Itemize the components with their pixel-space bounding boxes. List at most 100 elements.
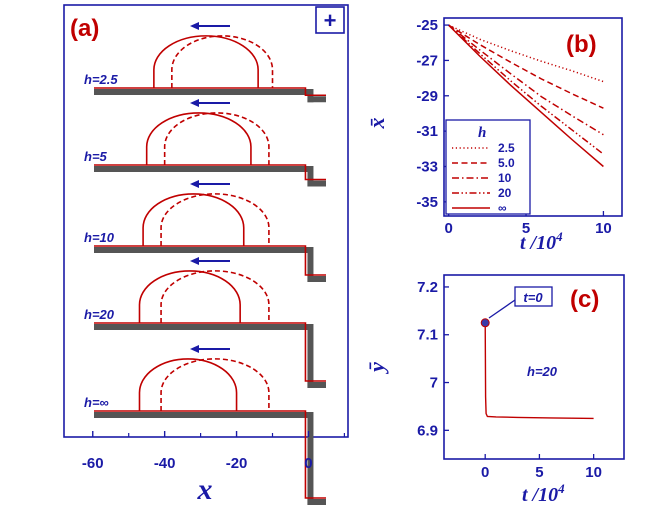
y-tick-label: -29 xyxy=(416,88,438,105)
legend-entry: 10 xyxy=(498,171,512,185)
h-label: h=10 xyxy=(84,230,115,245)
direction-arrow-head xyxy=(190,22,199,30)
x-tick-label: 0 xyxy=(481,464,489,481)
legend-entry: 5.0 xyxy=(498,156,515,170)
droplet-current-solid xyxy=(145,112,252,165)
h20-annotation: h=20 xyxy=(527,364,558,379)
y-tick-label: 7.1 xyxy=(417,327,438,344)
direction-arrow-head xyxy=(190,345,199,353)
substrate-upper xyxy=(94,324,309,330)
panel-c: (c) 0 5 10 6.9 7 7.1 7.2 t=0 h=20 ȳ t /104 xyxy=(364,274,625,506)
start-point-marker xyxy=(480,318,490,328)
panel-b-x-label: t /104 xyxy=(520,229,563,254)
y-tick-label: -27 xyxy=(416,52,438,69)
series-line xyxy=(484,322,594,420)
droplet-current-solid xyxy=(142,193,245,246)
x-tick-label: 5 xyxy=(522,220,530,237)
panel-c-label: (c) xyxy=(570,286,599,313)
h-label: h=20 xyxy=(84,307,115,322)
legend-title: h xyxy=(478,125,486,141)
panel-a-x-label: x xyxy=(197,473,213,506)
series-line xyxy=(448,24,604,83)
substrate-wall xyxy=(307,412,314,505)
panel-a-frame xyxy=(63,4,349,438)
panel-c-frame xyxy=(443,274,625,460)
droplet-profile: h=10 xyxy=(84,180,326,282)
substrate-lower xyxy=(307,382,326,388)
substrate-lower xyxy=(307,96,326,103)
panel-b-y-label: x̄ xyxy=(364,118,389,130)
direction-arrow-head xyxy=(190,99,199,107)
series-line xyxy=(448,24,604,168)
x-tick-label: 0 xyxy=(304,455,312,472)
legend-entry: ∞ xyxy=(498,201,507,215)
film-line xyxy=(94,410,326,499)
y-tick-label: -31 xyxy=(416,123,438,140)
droplet-profile: h=2.5 xyxy=(84,22,326,103)
y-tick-label: -33 xyxy=(416,159,438,176)
droplet-current-solid xyxy=(138,358,238,411)
y-tick-label: 7.2 xyxy=(417,279,438,296)
h-label: h=2.5 xyxy=(84,72,118,87)
plus-icon-box xyxy=(315,6,345,34)
profiles-group: h=2.5 h=5 h=10 h=20 h=∞ xyxy=(84,22,326,505)
series-line xyxy=(448,24,604,109)
panel-a-label: (a) xyxy=(70,15,99,42)
x-tick-label: 5 xyxy=(535,464,543,481)
plus-icon: + xyxy=(324,8,337,33)
substrate-upper xyxy=(94,89,309,95)
y-tick-label: -25 xyxy=(416,17,438,34)
t0-annotation-box xyxy=(514,286,553,307)
film-line xyxy=(94,87,326,97)
droplet-current-solid xyxy=(138,270,241,323)
panel-b: (b) 0 5 10 -25 -27 -29 -31 -33 -35 x̄ t /104 h 2… xyxy=(364,17,623,254)
panel-b-ticks: 0 5 10 -25 -27 -29 -31 -33 -35 xyxy=(416,17,611,237)
film-line xyxy=(94,164,326,181)
droplet-initial-dashed xyxy=(171,35,274,88)
h-label: h=∞ xyxy=(84,395,109,410)
t0-annotation: t=0 xyxy=(523,290,543,305)
x-tick-label: -60 xyxy=(82,455,104,472)
film-line xyxy=(94,322,326,382)
substrate-wall xyxy=(307,324,314,388)
direction-arrow-head xyxy=(190,257,199,265)
x-tick-label: 10 xyxy=(585,464,602,481)
x-tick-label: 0 xyxy=(444,220,452,237)
panel-a: (a) + h=2.5 h=5 h=10 h=20 h=∞ -60 -40 -20 0 x xyxy=(63,4,349,506)
direction-arrow-head xyxy=(190,180,199,188)
substrate-wall xyxy=(307,247,314,282)
substrate-upper xyxy=(94,247,309,253)
legend-entry: 2.5 xyxy=(498,141,515,155)
droplet-profile: h=∞ xyxy=(84,345,326,505)
panel-c-series xyxy=(480,318,594,420)
droplet-profile: h=5 xyxy=(84,99,326,187)
y-tick-label: -35 xyxy=(416,194,438,211)
substrate-wall xyxy=(307,166,314,187)
series-line xyxy=(448,24,604,136)
panel-c-y-label: ȳ xyxy=(364,362,389,375)
droplet-initial-dashed xyxy=(160,193,270,246)
panel-a-x-ticks: -60 -40 -20 0 xyxy=(82,431,346,472)
droplet-initial-dashed xyxy=(160,270,270,323)
substrate-lower xyxy=(307,180,326,187)
substrate-lower xyxy=(307,499,326,505)
droplet-profile: h=20 xyxy=(84,257,326,388)
y-tick-label: 6.9 xyxy=(417,422,438,439)
panel-b-label: (b) xyxy=(566,31,597,58)
x-tick-label: 10 xyxy=(595,220,612,237)
film-line xyxy=(94,245,326,276)
t0-annotation-arrow xyxy=(488,299,516,319)
panel-c-x-label: t /104 xyxy=(522,481,565,506)
h-label: h=5 xyxy=(84,149,108,164)
panel-b-frame xyxy=(443,17,623,217)
substrate-lower xyxy=(307,276,326,282)
legend-box xyxy=(445,119,531,215)
y-tick-label: 7 xyxy=(430,375,438,392)
panel-b-series xyxy=(448,24,604,168)
x-tick-label: -20 xyxy=(226,455,248,472)
x-tick-label: -40 xyxy=(154,455,176,472)
droplet-initial-dashed xyxy=(163,112,270,165)
droplet-current-solid xyxy=(153,35,259,88)
